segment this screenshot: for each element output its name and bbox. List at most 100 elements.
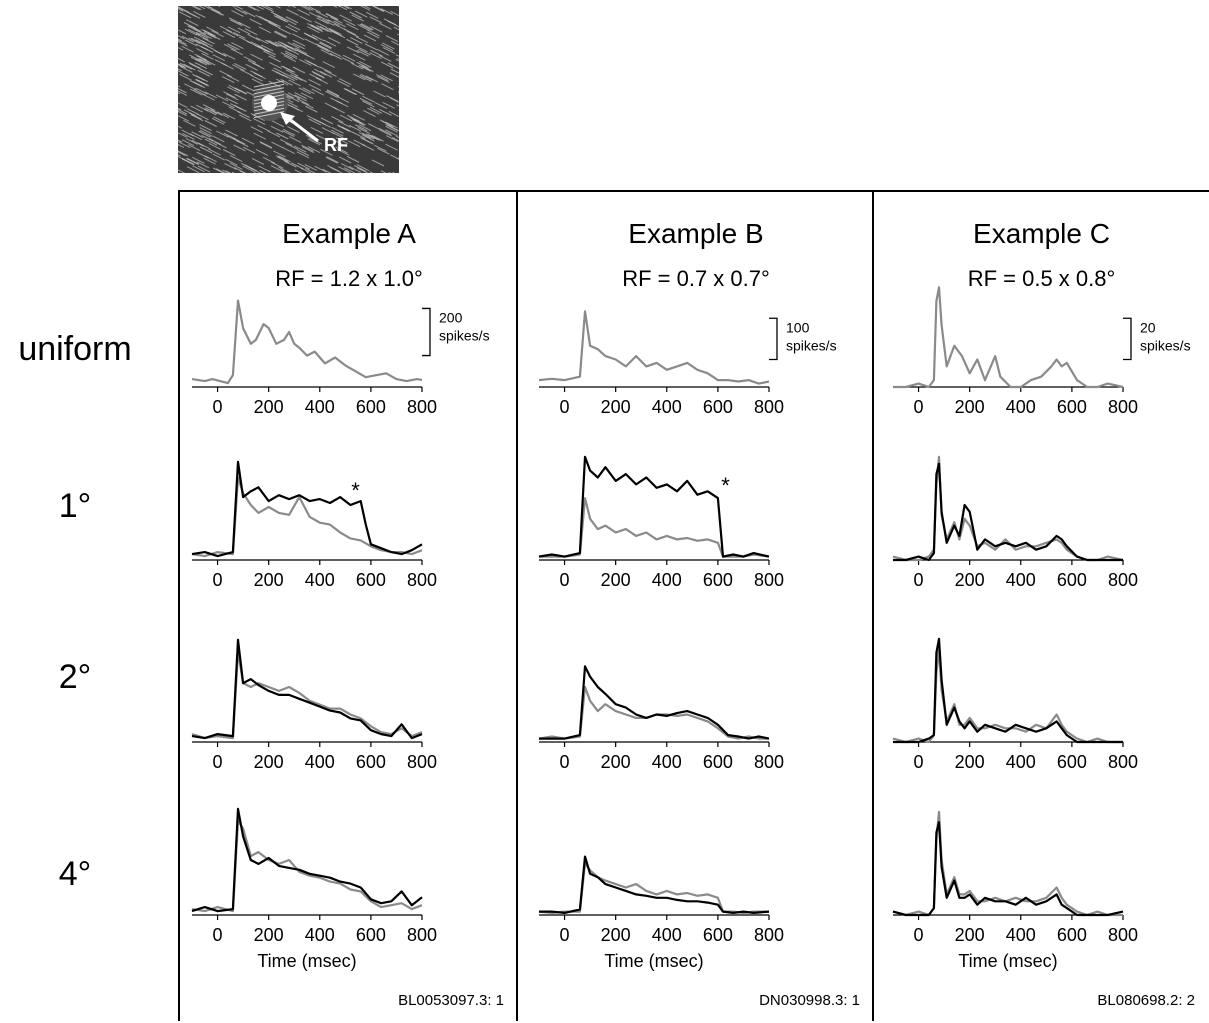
texture-line: [189, 113, 201, 119]
texture-line: [274, 32, 286, 38]
scale-bar: [1123, 318, 1131, 359]
x-tick-label: 800: [407, 570, 437, 590]
texture-line: [348, 141, 360, 147]
x-tick-label: 400: [652, 570, 682, 590]
x-tick-label: 400: [1006, 397, 1036, 417]
texture-line: [332, 127, 344, 133]
scale-bar-unit: spikes/s: [1140, 337, 1191, 353]
texture-line: [342, 58, 354, 64]
texture-line: [325, 70, 337, 76]
texture-line: [223, 32, 235, 38]
texture-line: [178, 33, 184, 39]
texture-line: [179, 74, 191, 80]
texture-line: [363, 96, 375, 102]
x-tick-label: 600: [356, 397, 386, 417]
x-tick-label: 0: [213, 397, 223, 417]
x-tick-label: 600: [703, 570, 733, 590]
texture-line: [276, 156, 288, 162]
rf-dot: [261, 95, 277, 111]
significance-asterisk: *: [721, 473, 730, 498]
scale-bar-unit: spikes/s: [439, 327, 490, 343]
texture-line: [362, 138, 374, 144]
x-tick-label: 0: [213, 925, 223, 945]
series-black-trace: [893, 822, 1123, 915]
texture-line: [398, 93, 399, 99]
x-tick-label: 800: [407, 925, 437, 945]
texture-line: [250, 19, 262, 25]
series-gray-trace: [539, 498, 769, 556]
texture-line: [223, 149, 235, 155]
series-gray-trace: [192, 478, 422, 557]
x-axis-label: Time (msec): [257, 951, 356, 971]
texture-line: [231, 43, 243, 49]
texture-line: [301, 93, 313, 99]
x-tick-label: 600: [703, 925, 733, 945]
x-tick-label: 0: [560, 570, 570, 590]
texture-line: [391, 41, 399, 47]
texture-line: [272, 121, 284, 127]
texture-line: [229, 18, 241, 24]
texture-line: [377, 148, 389, 154]
texture-line: [365, 44, 377, 50]
texture-line: [340, 15, 352, 21]
texture-line: [284, 56, 296, 62]
x-tick-label: 800: [754, 397, 784, 417]
texture-line: [370, 17, 382, 23]
scale-bar: [422, 308, 430, 355]
texture-line: [325, 103, 337, 109]
texture-line: [343, 55, 355, 61]
series-gray-trace: [192, 821, 422, 911]
x-tick-label: 400: [305, 925, 335, 945]
texture-line: [316, 78, 328, 84]
texture-line: [283, 148, 295, 154]
texture-line: [205, 156, 217, 162]
x-tick-label: 400: [1006, 752, 1036, 772]
texture-line: [374, 145, 386, 151]
texture-line: [337, 81, 349, 87]
texture-line: [195, 63, 207, 69]
texture-line: [208, 6, 220, 7]
x-tick-label: 600: [356, 925, 386, 945]
texture-line: [355, 11, 367, 17]
texture-line: [280, 139, 292, 145]
texture-line: [309, 79, 321, 85]
texture-line: [248, 34, 260, 40]
texture-line: [245, 29, 257, 35]
texture-line: [394, 27, 399, 33]
x-tick-label: 600: [1057, 570, 1087, 590]
texture-line: [342, 127, 354, 133]
x-tick-label: 800: [754, 570, 784, 590]
texture-line: [353, 54, 365, 60]
texture-line: [310, 6, 322, 7]
series-gray-trace: [893, 649, 1123, 742]
x-tick-label: 200: [955, 925, 985, 945]
texture-line: [178, 169, 187, 173]
x-tick-label: 800: [754, 925, 784, 945]
x-tick-label: 400: [1006, 570, 1036, 590]
x-tick-label: 0: [914, 570, 924, 590]
x-tick-label: 400: [652, 397, 682, 417]
texture-line: [198, 70, 210, 76]
texture-line: [390, 155, 399, 161]
x-tick-label: 800: [1108, 752, 1138, 772]
texture-line: [368, 124, 380, 130]
texture-line: [372, 160, 384, 166]
texture-line: [328, 37, 340, 43]
texture-line: [215, 60, 227, 66]
x-tick-label: 200: [254, 397, 284, 417]
x-tick-label: 400: [305, 397, 335, 417]
texture-line: [191, 115, 203, 121]
significance-asterisk: *: [351, 478, 360, 503]
texture-line: [213, 154, 225, 160]
texture-line: [260, 142, 272, 148]
x-tick-label: 0: [914, 925, 924, 945]
x-tick-label: 600: [356, 752, 386, 772]
texture-line: [343, 20, 355, 26]
texture-line: [178, 81, 180, 87]
texture-line: [183, 120, 195, 126]
